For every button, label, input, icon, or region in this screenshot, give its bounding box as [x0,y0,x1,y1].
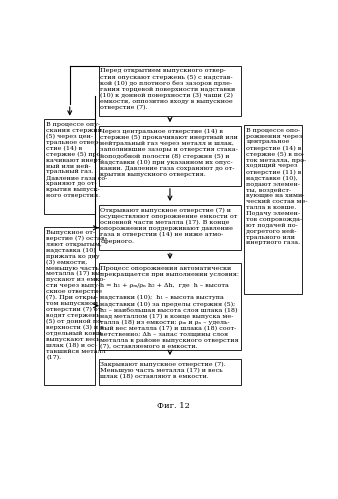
FancyBboxPatch shape [44,227,95,385]
Text: В процессе опо-
рожнения через
центральное
отверстие (14) в
стержне (5) в по-
то: В процессе опо- рожнения через центральн… [246,128,308,246]
Text: Перед открытием выпускного отвер-
стия опускают стержень (5) с надстав-
кой (10): Перед открытием выпускного отвер- стия о… [100,68,236,110]
Text: Открывают выпускное отверстие (7) и
осуществляют опорожнение емкости от
основной: Открывают выпускное отверстие (7) и осущ… [100,208,238,244]
FancyBboxPatch shape [99,263,241,350]
FancyBboxPatch shape [99,205,241,250]
Text: В процессе опу-
скания стержня
(5) через цен-
тральное отвер-
стие (14) в
стержн: В процессе опу- скания стержня (5) через… [46,122,107,198]
Text: Через центральное отверстие (14) в
стержне (5) прокачивают инертный или
нейтраль: Через центральное отверстие (14) в стерж… [100,129,238,177]
FancyBboxPatch shape [244,125,302,294]
Text: Фиг. 12: Фиг. 12 [157,402,190,410]
FancyBboxPatch shape [99,66,241,116]
FancyBboxPatch shape [44,119,95,214]
Text: Выпускное от-
верстие (7) остав-
ляют открытым,
надставка (10)
прижата ко дну
(3: Выпускное от- верстие (7) остав- ляют от… [46,230,107,360]
FancyBboxPatch shape [99,359,241,385]
Text: Процесс опорожнения автоматически
прекращается при выполнении условия:

h = h₁ +: Процесс опорожнения автоматически прекра… [100,266,239,349]
Text: Закрывают выпускное отверстие (7).
Меньшую часть металла (17) и весь
шлак (18) о: Закрывают выпускное отверстие (7). Меньш… [100,362,226,379]
FancyBboxPatch shape [99,126,241,186]
